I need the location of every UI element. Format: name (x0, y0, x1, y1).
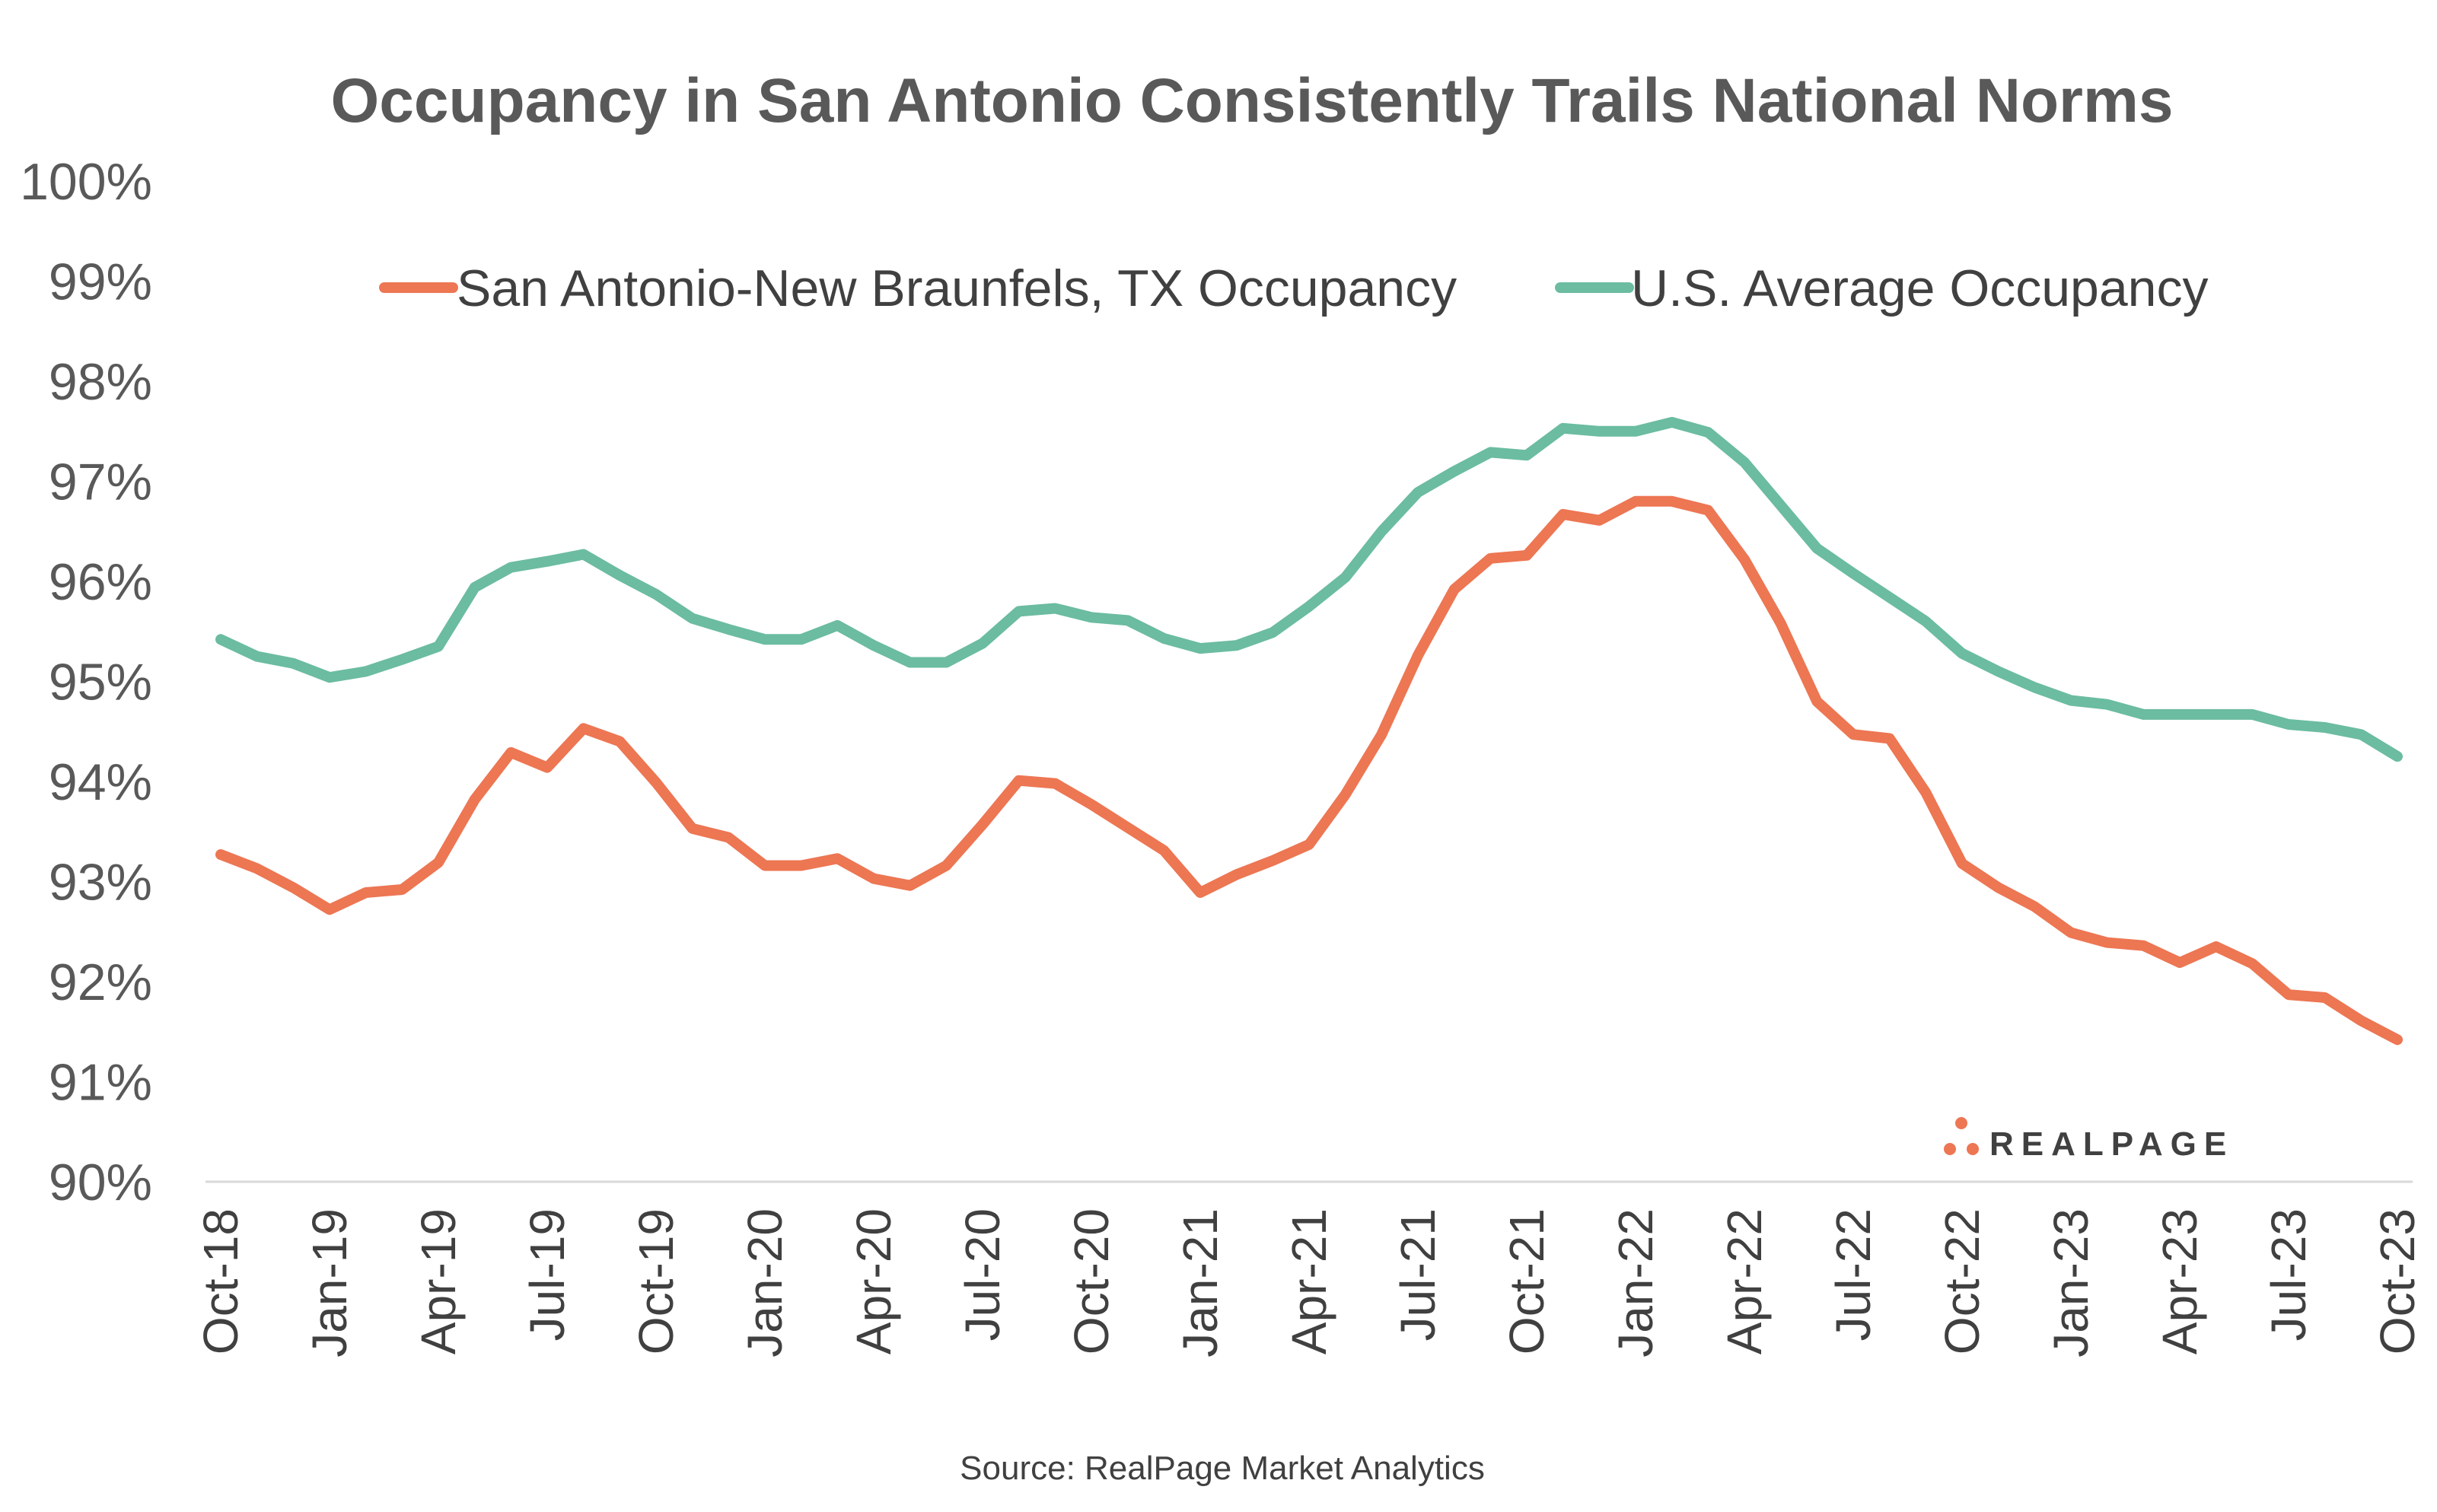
x-tick-label: Jul-21 (1391, 1208, 1445, 1341)
us-average-occupancy-line (215, 416, 2403, 762)
x-tick-label: Jan-21 (1173, 1208, 1228, 1358)
y-tick-label: 96% (49, 553, 152, 611)
legend-label: U.S. Average Occupancy (1631, 259, 2209, 317)
logo-dot-icon (1944, 1143, 1956, 1155)
x-tick-label: Jan-23 (2044, 1208, 2098, 1358)
x-tick-label: Oct-20 (1064, 1208, 1119, 1354)
y-tick-label: 92% (49, 953, 152, 1011)
logo-dot-icon (1955, 1117, 1967, 1129)
x-tick-label: Jul-19 (520, 1208, 575, 1341)
legend: San Antonio-New Braunfels, TX Occupancy U… (379, 259, 2209, 317)
x-tick-label: Jan-20 (737, 1208, 792, 1358)
y-tick-label: 95% (49, 654, 152, 711)
x-tick-label: Jul-22 (1826, 1208, 1881, 1341)
chart-title: Occupancy in San Antonio Consistently Tr… (331, 66, 2174, 135)
x-tick-label: Oct-22 (1935, 1208, 1989, 1354)
y-tick-label: 100% (20, 153, 152, 211)
x-tick-label: Apr-23 (2152, 1208, 2207, 1354)
realpage-logo: REALPAGE (1944, 1117, 2234, 1163)
logo-wordmark: REALPAGE (1989, 1125, 2234, 1163)
x-tick-label: Jan-19 (302, 1208, 357, 1358)
x-tick-label: Apr-21 (1282, 1208, 1336, 1354)
x-tick-label: Jan-22 (1608, 1208, 1663, 1358)
x-tick-label: Oct-19 (629, 1208, 683, 1354)
logo-dot-icon (1967, 1143, 1979, 1155)
x-tick-label: Oct-23 (2370, 1208, 2425, 1354)
x-tick-label: Jul-23 (2261, 1208, 2316, 1341)
y-tick-label: 94% (49, 753, 152, 811)
x-tick-label: Apr-22 (1717, 1208, 1772, 1354)
source-note: Source: RealPage Market Analytics (960, 1450, 1485, 1487)
y-tick-label: 97% (49, 454, 152, 511)
x-tick-label: Oct-18 (193, 1208, 248, 1354)
y-tick-label: 91% (49, 1054, 152, 1112)
legend-label: San Antonio-New Braunfels, TX Occupancy (457, 259, 1457, 317)
y-axis-ticks: 100% 99% 98% 97% 96% 95% 94% 93% 92% 91% 90% (20, 153, 152, 1211)
x-tick-label: Oct-21 (1499, 1208, 1554, 1354)
y-tick-label: 93% (49, 854, 152, 912)
y-tick-label: 98% (49, 353, 152, 411)
san-antonio-occupancy-line (215, 495, 2403, 1046)
y-tick-label: 99% (49, 253, 152, 311)
y-tick-label: 90% (49, 1154, 152, 1211)
series-lines (215, 416, 2403, 1046)
x-axis-ticks: Oct-18 Jan-19 Apr-19 Jul-19 Oct-19 Jan-20 Apr-… (193, 1208, 2425, 1358)
x-tick-label: Apr-20 (846, 1208, 901, 1354)
x-tick-label: Jul-20 (955, 1208, 1010, 1341)
x-tick-label: Apr-19 (411, 1208, 466, 1354)
